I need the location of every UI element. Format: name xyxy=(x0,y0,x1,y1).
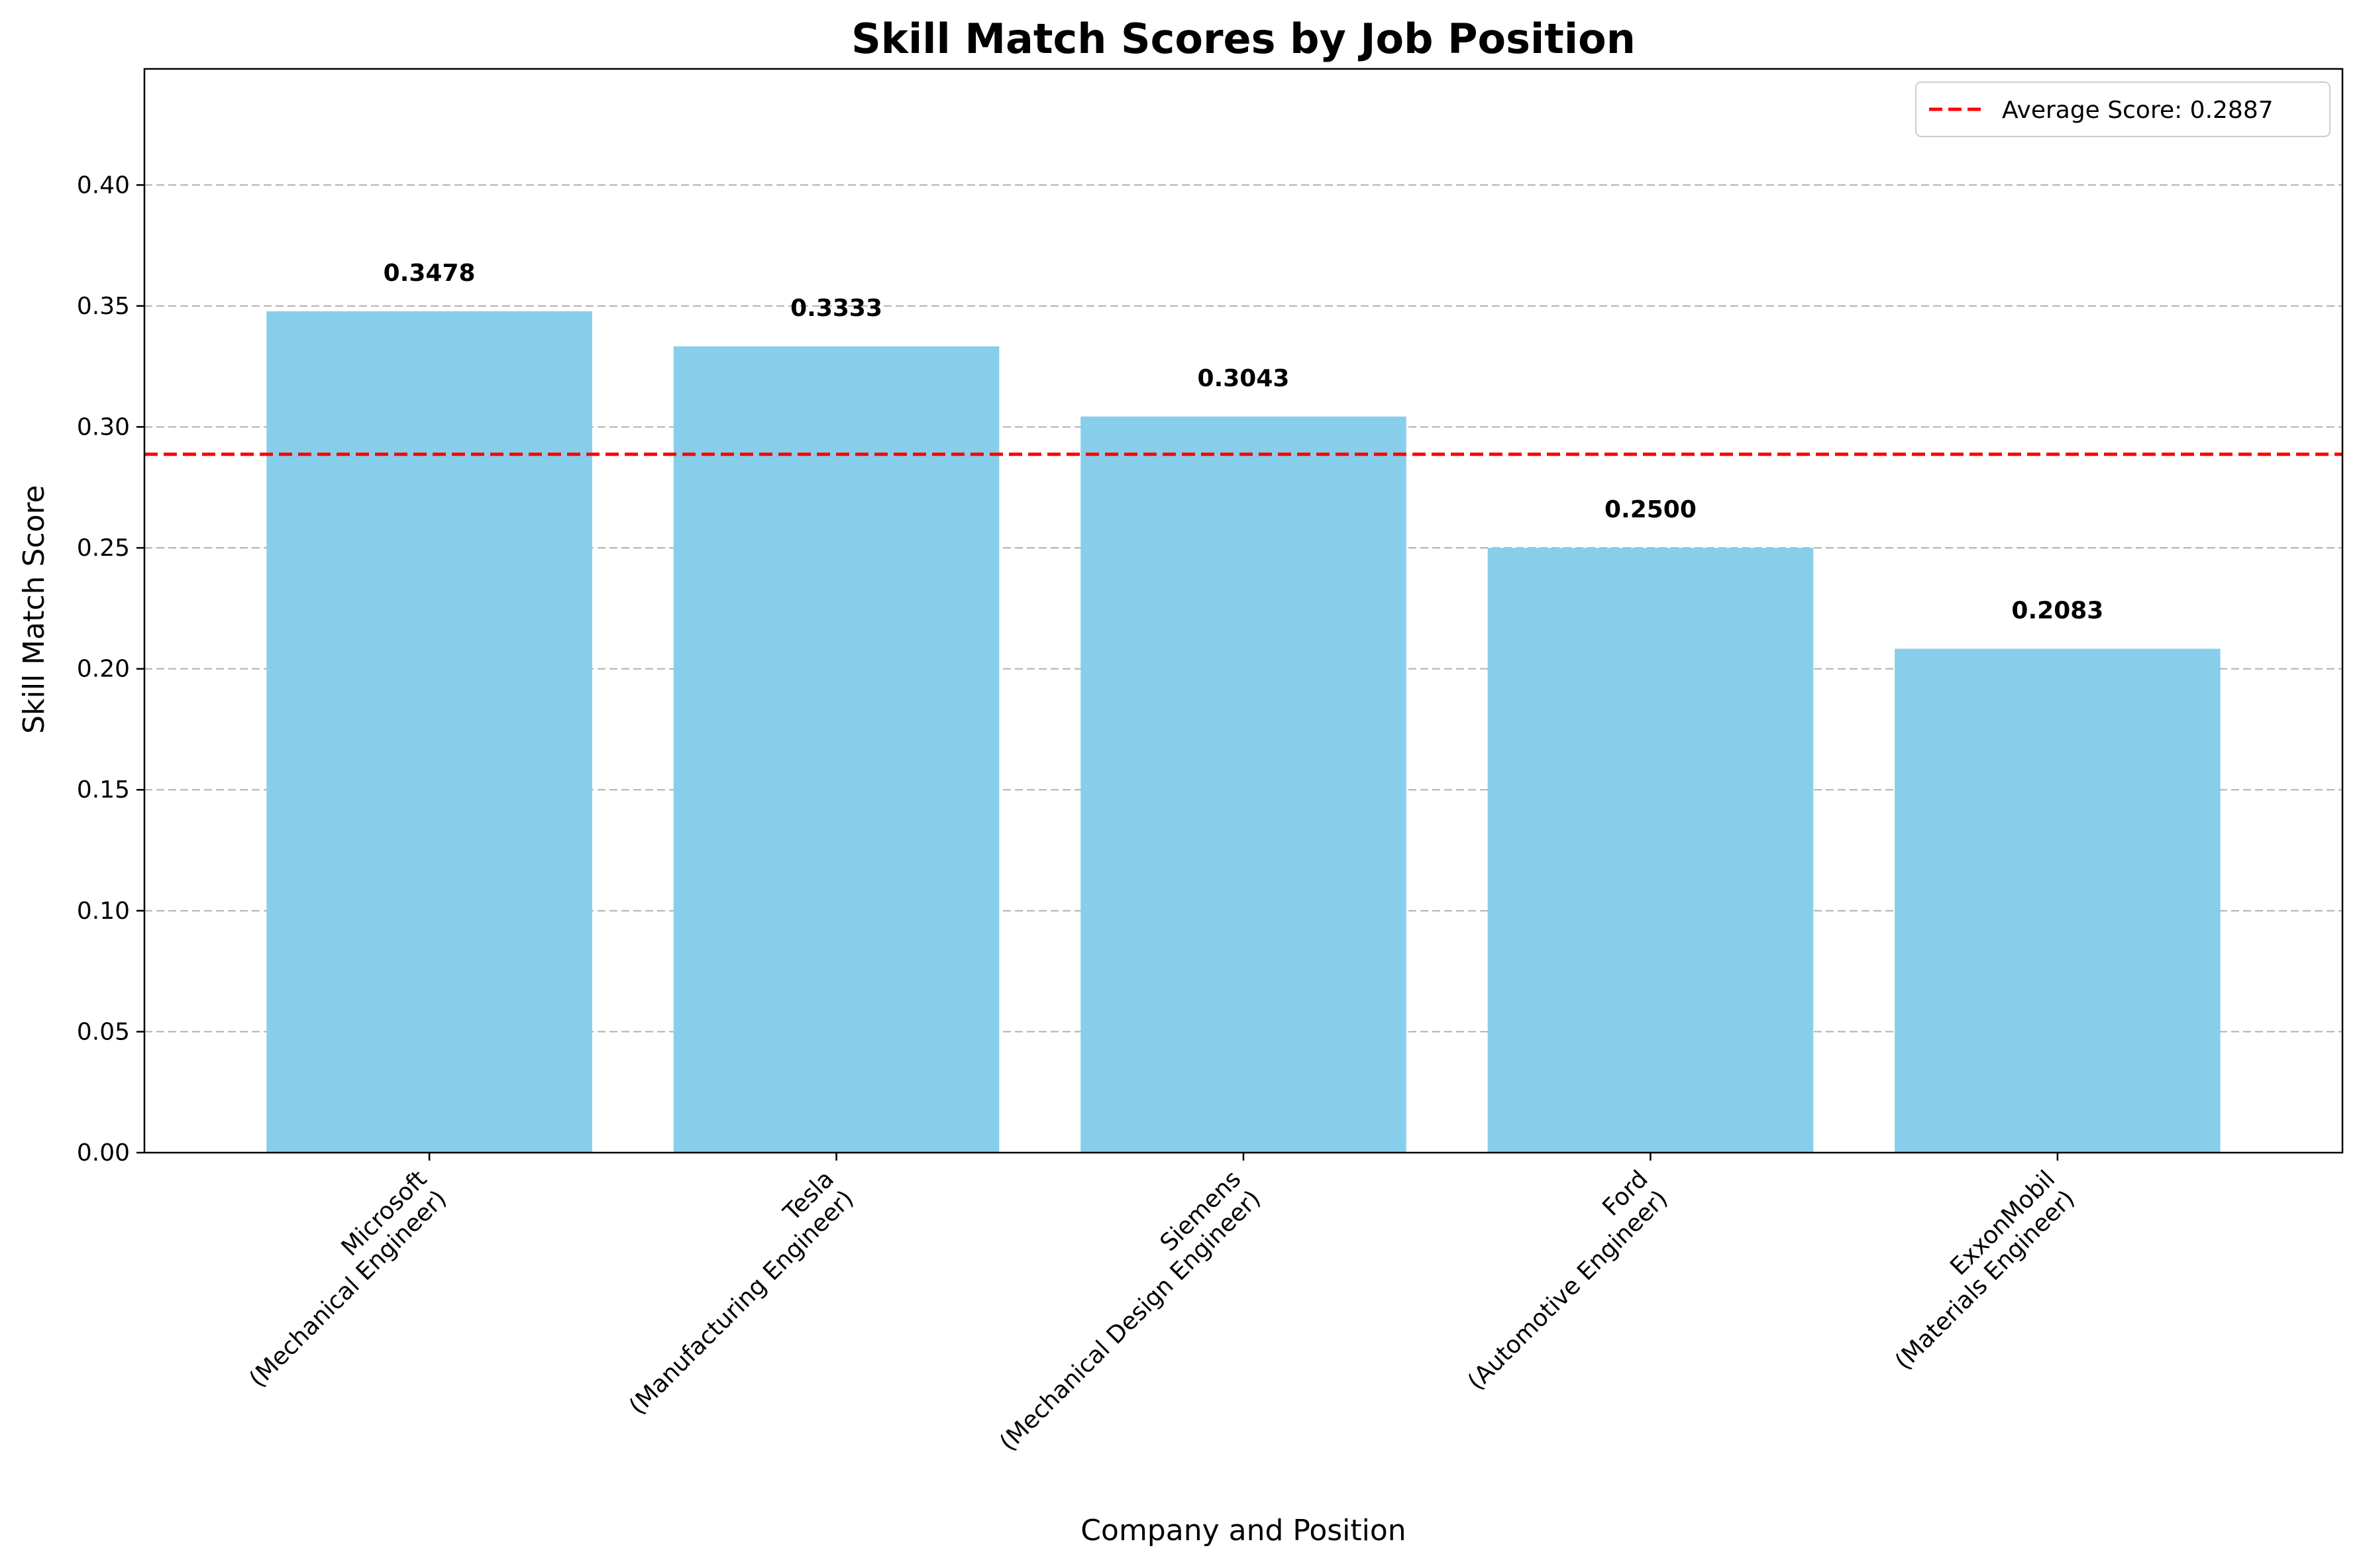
data-label: 0.3043 xyxy=(1198,365,1290,392)
legend: Average Score: 0.2887 xyxy=(1915,81,2331,137)
chart-title: Skill Match Scores by Job Position xyxy=(851,15,1636,63)
data-label: 0.2083 xyxy=(2011,597,2103,624)
bars xyxy=(266,311,2221,1153)
y-axis: 0.00 0.05 0.10 0.15 0.20 0.25 0.30 0.35 0.40 xyxy=(77,172,144,1167)
data-label: 0.2500 xyxy=(1604,496,1697,523)
bar xyxy=(1895,649,2221,1153)
y-tick-label: 0.15 xyxy=(77,776,130,804)
y-axis-label: Skill Match Score xyxy=(17,485,51,734)
data-labels: 0.3478 0.3333 0.3043 0.2500 0.2083 xyxy=(384,260,2104,624)
y-tick-label: 0.20 xyxy=(77,656,130,683)
y-tick-label: 0.00 xyxy=(77,1139,130,1167)
data-label: 0.3478 xyxy=(384,260,476,287)
x-axis-label: Company and Position xyxy=(1080,1514,1406,1547)
legend-box xyxy=(1915,81,2331,137)
bar xyxy=(673,346,1000,1153)
y-tick-label: 0.25 xyxy=(77,535,130,562)
data-label: 0.3333 xyxy=(790,295,882,322)
legend-label: Average Score: 0.2887 xyxy=(2002,97,2274,124)
bar xyxy=(266,311,592,1153)
bar xyxy=(1487,548,1814,1153)
bar xyxy=(1080,416,1406,1153)
y-tick-label: 0.40 xyxy=(77,172,130,199)
y-tick-label: 0.30 xyxy=(77,413,130,441)
y-tick-label: 0.35 xyxy=(77,293,130,320)
y-tick-label: 0.05 xyxy=(77,1018,130,1045)
y-tick-label: 0.10 xyxy=(77,898,130,925)
